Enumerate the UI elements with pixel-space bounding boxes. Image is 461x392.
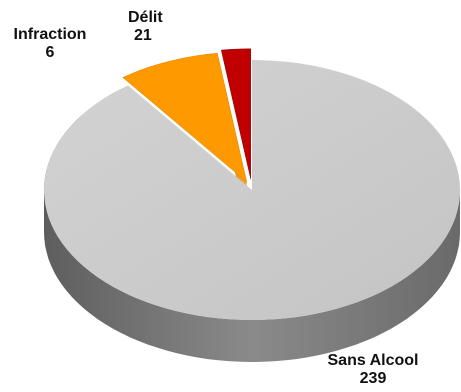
- data-label-infraction: Infraction 6: [8, 26, 92, 62]
- data-label-delit-value: 21: [134, 27, 152, 44]
- data-label-delit: Délit 21: [128, 9, 188, 45]
- data-label-infraction-name: Infraction: [13, 26, 87, 43]
- data-label-sans-alcool-name: Sans Alcool: [327, 352, 419, 369]
- data-label-delit-name: Délit: [128, 9, 163, 26]
- slice-sans-alcool: [44, 60, 460, 320]
- data-label-sans-alcool: Sans Alcool 239: [313, 352, 433, 388]
- slice-delit: [122, 52, 248, 183]
- data-label-sans-alcool-value: 239: [359, 370, 387, 387]
- slice-infraction: [220, 48, 251, 179]
- slice-side-sans-alcool: [44, 190, 460, 362]
- data-label-infraction-value: 6: [45, 44, 55, 61]
